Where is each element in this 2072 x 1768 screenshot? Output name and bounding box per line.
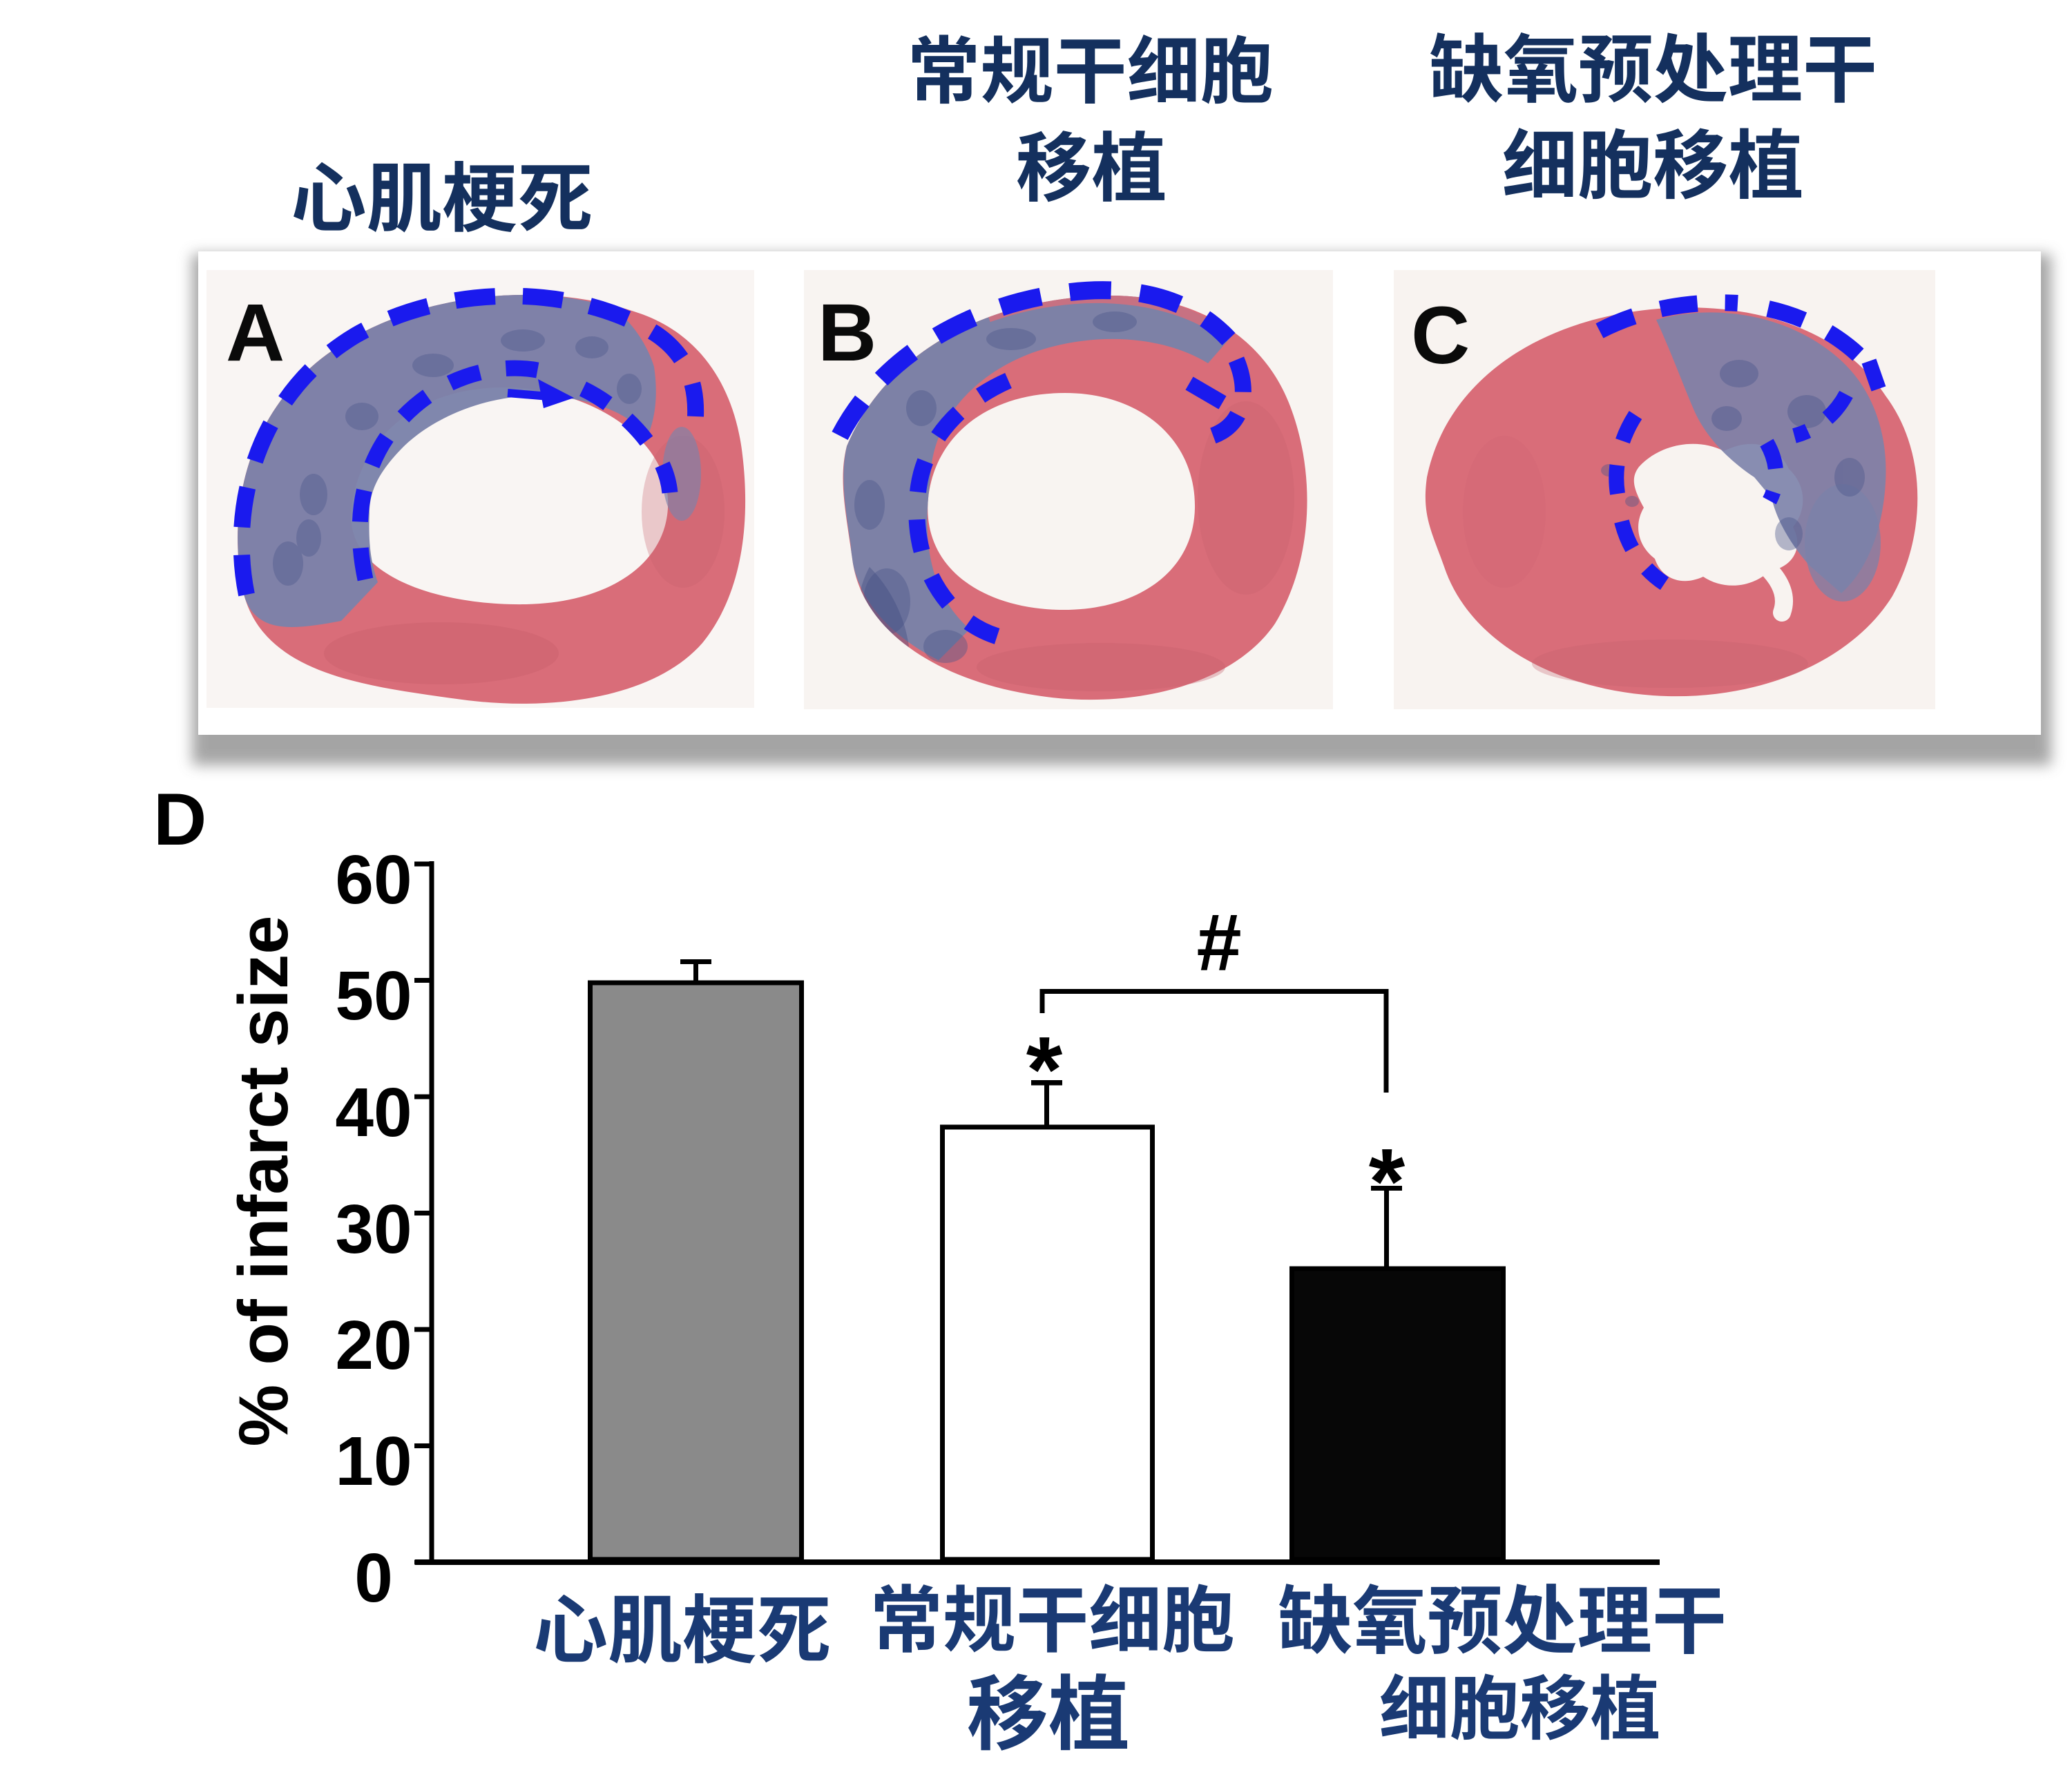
svg-text:#: # [1196, 897, 1241, 988]
svg-text:20: 20 [335, 1307, 412, 1384]
svg-text:30: 30 [335, 1191, 412, 1268]
svg-text:*: * [1369, 1129, 1406, 1233]
svg-text:C: C [1411, 290, 1470, 381]
svg-text:A: A [226, 287, 285, 378]
svg-text:40: 40 [335, 1074, 412, 1151]
svg-text:10: 10 [335, 1423, 412, 1500]
svg-text:% of infarct size: % of infarct size [225, 916, 303, 1447]
svg-text:B: B [818, 287, 876, 378]
svg-text:*: * [1026, 1017, 1063, 1122]
svg-text:0: 0 [354, 1539, 393, 1617]
svg-text:50: 50 [335, 957, 412, 1035]
svg-text:D: D [153, 778, 207, 861]
svg-text:60: 60 [335, 841, 412, 919]
